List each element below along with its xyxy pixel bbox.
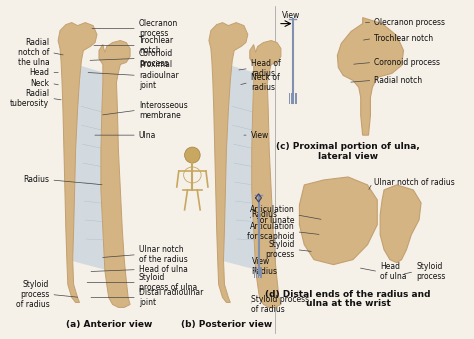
Text: View: View bbox=[251, 131, 269, 140]
Text: Ulna: Ulna bbox=[139, 131, 156, 140]
Text: ulna at the wrist: ulna at the wrist bbox=[306, 299, 391, 308]
Polygon shape bbox=[62, 65, 105, 270]
Text: Styloid
process: Styloid process bbox=[416, 262, 446, 281]
Text: Radius: Radius bbox=[23, 176, 49, 184]
Text: lateral view: lateral view bbox=[318, 152, 378, 161]
Polygon shape bbox=[213, 65, 255, 270]
Polygon shape bbox=[380, 185, 421, 263]
Text: Trochlear notch: Trochlear notch bbox=[374, 34, 433, 43]
Text: Head
of ulna: Head of ulna bbox=[380, 262, 407, 281]
Text: Head: Head bbox=[29, 68, 49, 77]
Text: Styloid
process
of radius: Styloid process of radius bbox=[16, 280, 49, 310]
Text: Styloid
process: Styloid process bbox=[265, 240, 294, 259]
Text: Articulation
for scaphoid: Articulation for scaphoid bbox=[247, 222, 294, 241]
Text: Ulnar notch of radius: Ulnar notch of radius bbox=[374, 178, 455, 187]
Text: Neck: Neck bbox=[30, 79, 49, 88]
Text: Radius: Radius bbox=[252, 267, 278, 276]
Text: Trochlear
notch: Trochlear notch bbox=[139, 36, 174, 55]
Polygon shape bbox=[58, 23, 97, 302]
Text: Styloid
process of ulna: Styloid process of ulna bbox=[139, 273, 197, 292]
Text: Coronoid process: Coronoid process bbox=[374, 58, 440, 67]
Text: Radial
notch of
the ulna: Radial notch of the ulna bbox=[18, 38, 49, 67]
Text: (d) Distal ends of the radius and: (d) Distal ends of the radius and bbox=[265, 290, 431, 299]
Text: Interosseous
membrane: Interosseous membrane bbox=[139, 101, 188, 120]
Text: Olecranon process: Olecranon process bbox=[374, 18, 446, 27]
Text: (c) Proximal portion of ulna,: (c) Proximal portion of ulna, bbox=[276, 142, 420, 151]
Text: Radius: Radius bbox=[251, 210, 277, 219]
Text: Ulnar notch
of the radius: Ulnar notch of the radius bbox=[139, 245, 188, 264]
Text: (a) Anterior view: (a) Anterior view bbox=[66, 320, 153, 330]
Text: View: View bbox=[252, 257, 270, 266]
Text: Distal radioulnar
joint: Distal radioulnar joint bbox=[139, 288, 203, 307]
Polygon shape bbox=[300, 177, 377, 265]
Text: View: View bbox=[282, 11, 300, 20]
Text: Radial
tuberosity: Radial tuberosity bbox=[10, 88, 49, 108]
Polygon shape bbox=[99, 41, 130, 307]
Text: Olecranon
process: Olecranon process bbox=[139, 19, 178, 38]
Text: Head of
radius: Head of radius bbox=[251, 59, 281, 78]
Text: Coronoid
process: Coronoid process bbox=[139, 49, 173, 68]
Polygon shape bbox=[250, 41, 281, 307]
Polygon shape bbox=[209, 23, 248, 302]
Text: Articulation
for lunate: Articulation for lunate bbox=[250, 205, 294, 224]
Polygon shape bbox=[337, 18, 403, 135]
Text: Head of ulna: Head of ulna bbox=[139, 265, 188, 274]
Text: Proximal
radioulnar
joint: Proximal radioulnar joint bbox=[139, 60, 179, 90]
Text: Neck of
radius: Neck of radius bbox=[251, 73, 280, 92]
Text: Radial notch: Radial notch bbox=[374, 76, 422, 85]
Circle shape bbox=[184, 147, 200, 163]
Text: (b) Posterior view: (b) Posterior view bbox=[181, 320, 272, 330]
Text: Styloid process
of radius: Styloid process of radius bbox=[251, 295, 309, 314]
